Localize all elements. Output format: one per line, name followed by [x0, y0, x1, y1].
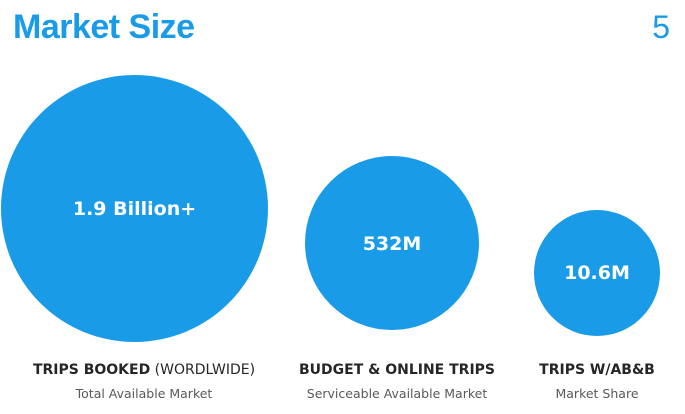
som-value: 10.6M — [564, 262, 630, 284]
sam-label: BUDGET & ONLINE TRIPS — [299, 360, 495, 380]
som-label-bold: TRIPS W/AB&B — [539, 362, 655, 378]
tam-label-rest: (WORDLWIDE) — [150, 362, 256, 378]
som-label-block: TRIPS W/AB&B Market Share — [539, 360, 655, 404]
tam-label-block: TRIPS BOOKED (WORDLWIDE) Total Available… — [33, 360, 255, 404]
tam-label-bold: TRIPS BOOKED — [32, 362, 151, 378]
sam-circle: 532M — [305, 156, 479, 330]
tam-label: TRIPS BOOKED (WORDLWIDE) — [33, 360, 255, 380]
som-circle: 10.6M — [534, 210, 660, 336]
tam-sublabel: Total Available Market — [75, 386, 213, 401]
page-title: Market Size — [13, 8, 195, 46]
tam-value: 1.9 Billion+ — [72, 197, 197, 220]
sam-label-block: BUDGET & ONLINE TRIPS Serviceable Availa… — [299, 360, 495, 404]
page-number: 5 — [652, 9, 670, 45]
som-sublabel: Market Share — [555, 386, 639, 401]
sam-value: 532M — [362, 233, 422, 255]
tam-circle: 1.9 Billion+ — [1, 75, 268, 342]
som-label: TRIPS W/AB&B — [539, 360, 655, 380]
sam-sublabel: Serviceable Available Market — [306, 386, 488, 401]
sam-label-bold: BUDGET & ONLINE TRIPS — [298, 362, 496, 378]
